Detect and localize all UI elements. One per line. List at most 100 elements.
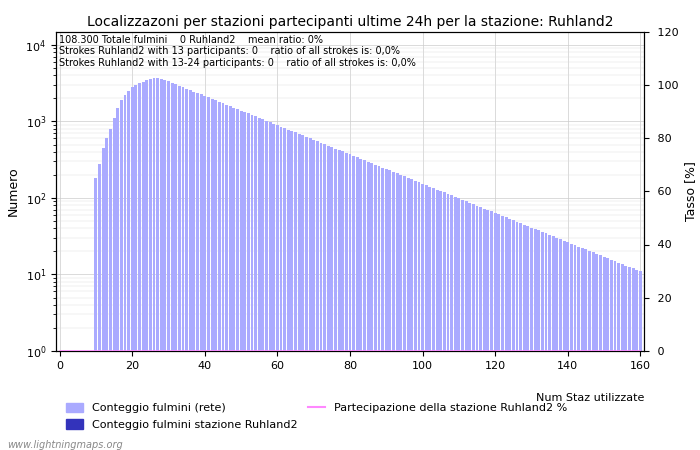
Bar bbox=[533, 229, 537, 450]
Bar bbox=[545, 234, 547, 450]
Bar bbox=[323, 144, 326, 450]
Bar bbox=[330, 147, 333, 450]
Bar bbox=[327, 146, 330, 450]
Bar bbox=[363, 160, 366, 450]
Bar bbox=[149, 79, 152, 450]
Bar bbox=[624, 266, 627, 450]
Bar bbox=[621, 264, 624, 450]
Bar bbox=[199, 94, 202, 450]
Bar bbox=[251, 115, 253, 450]
Bar bbox=[337, 150, 341, 450]
Bar bbox=[232, 108, 235, 450]
Bar bbox=[435, 189, 439, 450]
Bar bbox=[290, 131, 293, 450]
Bar bbox=[189, 90, 192, 450]
Bar bbox=[302, 135, 304, 450]
Bar bbox=[334, 148, 337, 450]
Bar bbox=[204, 96, 206, 450]
Bar bbox=[211, 99, 214, 450]
Bar bbox=[218, 102, 220, 450]
Bar bbox=[617, 263, 620, 450]
Bar bbox=[450, 195, 453, 450]
Bar bbox=[113, 118, 116, 450]
Bar bbox=[581, 248, 584, 450]
Bar bbox=[127, 91, 130, 450]
Bar bbox=[345, 153, 348, 450]
Bar bbox=[610, 260, 612, 450]
Bar bbox=[342, 152, 344, 450]
Bar bbox=[392, 172, 395, 450]
Bar bbox=[428, 187, 431, 450]
Bar bbox=[570, 243, 573, 450]
Bar bbox=[457, 198, 461, 450]
Bar bbox=[193, 91, 195, 450]
Bar bbox=[563, 241, 566, 450]
Bar bbox=[319, 143, 323, 450]
Bar bbox=[120, 100, 122, 450]
Bar bbox=[512, 220, 514, 450]
Bar bbox=[316, 141, 318, 450]
Bar bbox=[123, 95, 127, 450]
Bar bbox=[475, 206, 479, 450]
Bar bbox=[309, 138, 312, 450]
Bar bbox=[498, 214, 500, 450]
Bar bbox=[156, 78, 159, 450]
Bar bbox=[461, 200, 464, 450]
Bar bbox=[603, 257, 606, 450]
Bar bbox=[530, 228, 533, 450]
Text: www.lightningmaps.org: www.lightningmaps.org bbox=[7, 440, 122, 450]
Bar bbox=[171, 83, 174, 450]
Bar bbox=[284, 128, 286, 450]
Bar bbox=[486, 210, 489, 450]
Bar bbox=[258, 118, 260, 450]
Bar bbox=[298, 134, 300, 450]
Bar bbox=[523, 225, 526, 450]
Y-axis label: Tasso [%]: Tasso [%] bbox=[684, 161, 697, 221]
Bar bbox=[181, 87, 185, 450]
Bar bbox=[631, 269, 635, 450]
Bar bbox=[440, 191, 442, 450]
Bar bbox=[382, 167, 384, 450]
Bar bbox=[578, 247, 580, 450]
Bar bbox=[628, 267, 631, 450]
Bar bbox=[559, 239, 562, 450]
Bar bbox=[494, 213, 496, 450]
Bar bbox=[443, 193, 446, 450]
Bar bbox=[221, 103, 225, 450]
Bar bbox=[174, 84, 177, 450]
Bar bbox=[584, 249, 587, 450]
Bar bbox=[370, 163, 373, 450]
Bar bbox=[269, 122, 272, 450]
Bar bbox=[389, 171, 391, 450]
Title: Localizzazoni per stazioni partecipanti ultime 24h per la stazione: Ruhland2: Localizzazoni per stazioni partecipanti … bbox=[87, 15, 613, 29]
Bar bbox=[636, 270, 638, 450]
Bar bbox=[421, 184, 424, 450]
Bar bbox=[490, 212, 493, 450]
Bar bbox=[98, 164, 101, 450]
Bar bbox=[116, 108, 119, 450]
Bar bbox=[454, 197, 456, 450]
Bar bbox=[207, 97, 210, 450]
Bar bbox=[261, 119, 265, 450]
Bar bbox=[196, 93, 199, 450]
Bar bbox=[225, 105, 228, 450]
Bar bbox=[279, 126, 283, 450]
Bar bbox=[305, 137, 308, 450]
Bar bbox=[395, 173, 398, 450]
Bar bbox=[548, 235, 551, 450]
Bar bbox=[447, 194, 449, 450]
Bar bbox=[425, 185, 428, 450]
Bar bbox=[106, 139, 108, 450]
Bar bbox=[639, 271, 642, 450]
Bar bbox=[163, 80, 167, 450]
Bar bbox=[160, 79, 162, 450]
Bar bbox=[167, 81, 170, 450]
Bar bbox=[254, 117, 257, 450]
Bar bbox=[367, 162, 370, 450]
Bar bbox=[359, 159, 363, 450]
Bar bbox=[432, 188, 435, 450]
Text: Num Staz utilizzate: Num Staz utilizzate bbox=[536, 392, 644, 403]
Bar bbox=[94, 179, 97, 450]
Bar bbox=[538, 230, 540, 450]
Bar bbox=[178, 86, 181, 450]
